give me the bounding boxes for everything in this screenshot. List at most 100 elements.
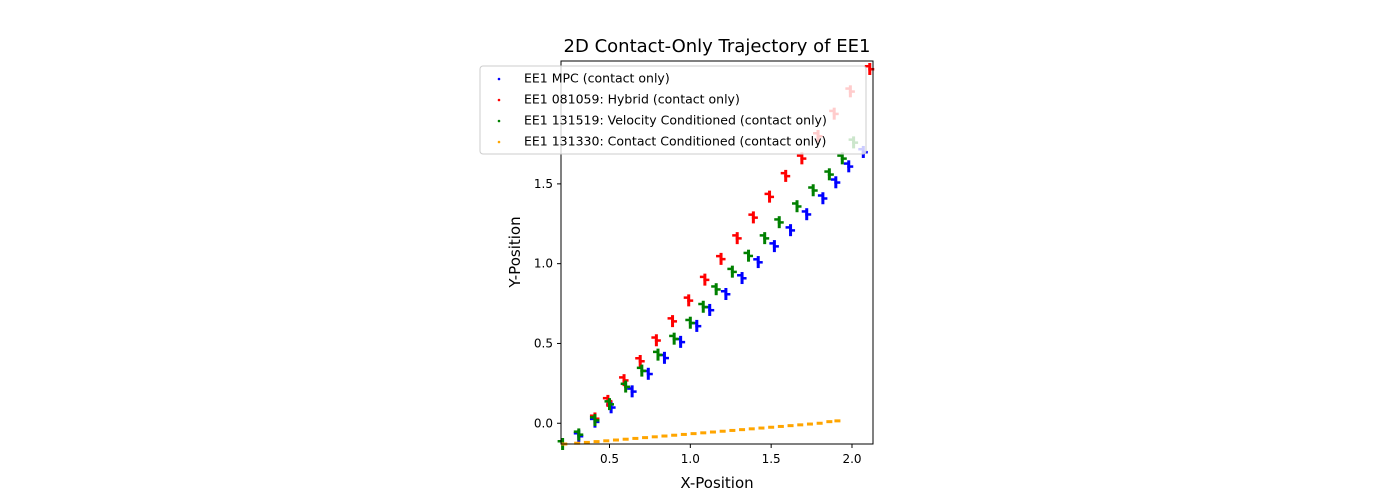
legend: EE1 MPC (contact only) EE1 081059: Hybrid…: [479, 65, 867, 155]
y-axis-label: Y-Position: [506, 216, 524, 288]
data-point: [636, 364, 647, 377]
data-point: [700, 431, 707, 435]
data-point: [593, 440, 600, 444]
data-point: [683, 294, 694, 307]
data-point: [729, 428, 736, 432]
data-point: [824, 168, 834, 181]
series-0: [573, 145, 868, 443]
data-point: [792, 200, 802, 213]
data-point: [627, 385, 637, 398]
data-point: [816, 421, 823, 425]
series-3: [561, 419, 841, 446]
data-point: [612, 438, 619, 442]
legend-marker: [497, 140, 501, 144]
data-point: [619, 374, 629, 387]
data-point: [801, 208, 812, 221]
plot-frame: [560, 60, 874, 445]
y-axis: 0.0 0.5 1.0 1.5: [534, 177, 561, 430]
data-point: [826, 420, 833, 424]
x-tick-label: 2.0: [842, 452, 861, 466]
data-point: [720, 287, 731, 300]
data-point: [797, 423, 804, 427]
data-point: [651, 435, 658, 439]
x-axis: 0.5 1.0 1.5 2.0: [600, 444, 862, 466]
data-point: [743, 249, 754, 262]
legend-marker: [497, 77, 501, 81]
data-point: [780, 169, 791, 182]
legend-label: EE1 131330: Contact Conditioned (contact…: [524, 134, 826, 149]
data-point: [769, 240, 779, 253]
data-point: [589, 414, 600, 427]
data-point: [843, 160, 854, 173]
x-tick-label: 0.5: [600, 452, 619, 466]
y-tick-label: 1.5: [534, 177, 553, 191]
data-point: [716, 252, 726, 265]
data-point: [698, 300, 708, 313]
data-point: [727, 265, 737, 278]
data-point: [690, 432, 697, 436]
data-point: [671, 433, 678, 437]
data-point: [796, 152, 807, 165]
data-point: [669, 332, 679, 345]
legend-label: EE1 131519: Velocity Conditioned (contac…: [524, 113, 827, 128]
data-point: [837, 152, 847, 165]
x-axis-label: X-Position: [680, 474, 753, 492]
data-point: [830, 176, 841, 189]
data-point: [753, 256, 763, 269]
chart-title: 2D Contact-Only Trajectory of EE1: [564, 36, 871, 57]
legend-label: EE1 MPC (contact only): [524, 71, 670, 86]
data-point: [643, 367, 653, 380]
y-tick-label: 0.0: [534, 416, 553, 430]
data-point: [806, 422, 813, 426]
data-point: [620, 380, 631, 393]
data-point: [691, 319, 702, 332]
legend-marker: [497, 119, 501, 123]
data-point: [603, 439, 610, 443]
data-point: [659, 351, 669, 364]
data-point: [709, 430, 716, 434]
data-point: [667, 315, 678, 328]
data-point: [574, 441, 581, 445]
data-point: [834, 419, 841, 423]
data-point: [704, 303, 715, 316]
legend-box: [479, 65, 867, 155]
data-point: [661, 434, 668, 438]
data-point: [739, 428, 746, 432]
data-point: [764, 190, 775, 203]
data-point: [785, 224, 796, 237]
data-point: [651, 334, 661, 347]
data-point: [864, 62, 875, 75]
data-point: [759, 232, 770, 245]
data-point: [808, 184, 818, 197]
data-point: [758, 426, 765, 430]
data-point: [604, 398, 614, 411]
data-point: [675, 335, 686, 348]
legend-label: EE1 081059: Hybrid (contact only): [524, 92, 740, 107]
data-point: [642, 436, 649, 440]
data-point: [699, 273, 710, 286]
y-tick-label: 0.5: [534, 336, 553, 350]
data-point: [685, 316, 695, 329]
data-point: [777, 424, 784, 428]
data-point: [768, 425, 775, 429]
data-point: [573, 428, 584, 441]
data-point: [748, 211, 758, 224]
data-point: [711, 283, 721, 296]
x-tick-label: 1.5: [762, 452, 781, 466]
data-point: [635, 355, 645, 368]
data-point: [774, 216, 784, 229]
data-point: [680, 432, 687, 436]
data-point: [622, 437, 629, 441]
data-point: [737, 272, 747, 285]
data-point: [732, 232, 742, 245]
data-point: [787, 424, 794, 428]
legend-marker: [497, 98, 501, 102]
data-point: [817, 192, 828, 205]
data-point: [632, 436, 639, 440]
data-point: [719, 429, 726, 433]
series-2: [557, 136, 859, 450]
data-point: [583, 440, 590, 444]
x-tick-label: 1.0: [681, 452, 700, 466]
plot-points: [557, 62, 875, 450]
